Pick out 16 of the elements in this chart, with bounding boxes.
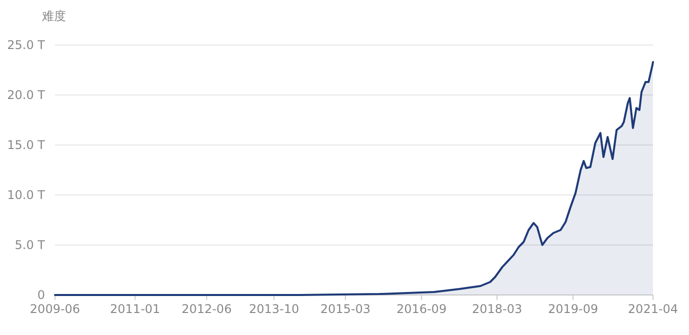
x-tick-label: 2013-10 bbox=[248, 302, 300, 316]
y-tick-label: 20.0 T bbox=[7, 88, 46, 102]
x-tick-label: 2018-03 bbox=[472, 302, 522, 316]
x-tick-label: 2016-09 bbox=[396, 302, 447, 316]
y-tick-label: 0 bbox=[37, 288, 45, 302]
x-tick-label: 2019-09 bbox=[548, 302, 598, 316]
x-tick-label: 2021-04 bbox=[628, 302, 678, 316]
x-tick-label: 2012-06 bbox=[182, 302, 232, 316]
x-tick-label: 2011-01 bbox=[110, 302, 160, 316]
y-tick-label: 15.0 T bbox=[7, 138, 46, 152]
y-tick-label: 5.0 T bbox=[14, 238, 46, 252]
x-tick-label: 2009-06 bbox=[30, 302, 80, 316]
y-tick-label: 25.0 T bbox=[7, 38, 46, 52]
y-tick-label: 10.0 T bbox=[7, 188, 46, 202]
y-axis-title: 难度 bbox=[41, 9, 66, 23]
x-tick-label: 2015-03 bbox=[320, 302, 370, 316]
